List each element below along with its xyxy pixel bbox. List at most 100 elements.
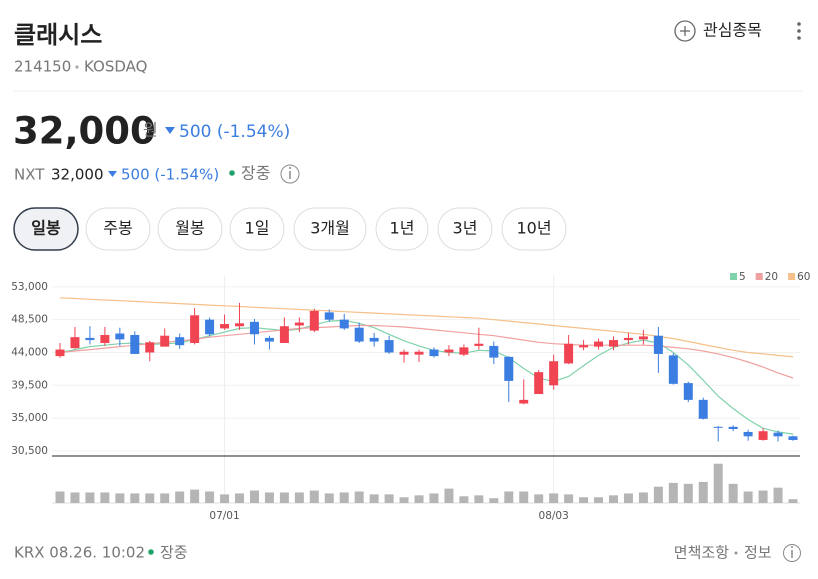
tab-label: 일봉 — [31, 219, 61, 238]
tab-label: 3개월 — [310, 219, 350, 238]
status-dot — [229, 170, 235, 176]
volume-bar — [145, 493, 155, 503]
info-link[interactable]: 정보 — [744, 544, 772, 562]
more-menu[interactable] — [797, 22, 801, 40]
tab-bg — [501, 207, 567, 251]
volume-bar — [623, 493, 633, 503]
volume-bar — [668, 482, 678, 503]
volume-bar — [70, 492, 80, 503]
candle-body — [130, 334, 140, 354]
tab[interactable]: 3개월 — [293, 207, 367, 251]
volume-bar — [459, 496, 469, 503]
volume-bar — [55, 491, 65, 503]
candle-body — [205, 319, 215, 335]
legend-label: 5 — [739, 271, 746, 283]
tab[interactable]: 10년 — [501, 207, 567, 251]
ma-line — [59, 297, 794, 358]
tab[interactable]: 1일 — [229, 207, 285, 251]
candle-body — [354, 327, 364, 342]
volume-bar — [698, 481, 708, 503]
candle-body — [713, 426, 723, 428]
plus-icon — [674, 20, 696, 42]
info-icon[interactable] — [280, 164, 300, 184]
candle-body — [309, 310, 319, 331]
tab[interactable]: 주봉 — [85, 207, 151, 251]
volume-bar — [474, 495, 484, 503]
tab-label: 주봉 — [103, 219, 132, 238]
volume-bar — [713, 463, 723, 503]
volume-bar — [429, 493, 439, 503]
candle-body — [549, 361, 559, 386]
tab-label: 3년 — [453, 219, 478, 238]
legend-label: 20 — [765, 271, 778, 283]
volume-bar — [100, 492, 110, 503]
candle-body — [384, 340, 394, 353]
candle-body — [235, 323, 245, 327]
candle-body — [534, 372, 544, 395]
volume-bar — [220, 494, 230, 503]
footer-source: KRX 08.26. 10:02 — [14, 544, 145, 562]
y-tick-label: 30,500 — [11, 445, 48, 457]
volume-bar — [235, 493, 245, 503]
candle-body — [489, 345, 499, 358]
tab-bg — [13, 207, 79, 251]
disclaimer[interactable]: 면책조항 — [674, 544, 729, 562]
tab-label: 월봉 — [175, 219, 204, 238]
volume-bar — [190, 489, 200, 503]
tab[interactable]: 3년 — [437, 207, 493, 251]
tab-bg — [229, 207, 285, 251]
down-arrow — [108, 171, 117, 177]
candle-body — [444, 349, 454, 353]
volume-bar — [115, 493, 125, 503]
candle-body — [579, 345, 589, 348]
candle-body — [519, 399, 529, 404]
candle-body — [115, 333, 125, 340]
candle-body — [653, 335, 663, 354]
stock-code: 214150 — [14, 58, 71, 76]
tab-label: 1년 — [390, 219, 415, 238]
volume-bar — [175, 491, 185, 503]
separator-dot — [734, 551, 738, 555]
tab-label: 10년 — [516, 219, 551, 238]
volume-bar — [279, 492, 289, 503]
candle-body — [773, 432, 783, 437]
nxt-price: 32,000 — [51, 166, 104, 184]
y-tick-label: 39,500 — [11, 379, 48, 391]
volume-bar — [743, 491, 753, 503]
volume-bar — [579, 497, 589, 503]
y-tick-label: 35,000 — [11, 412, 48, 424]
x-tick-label: 08/03 — [539, 510, 569, 522]
volume-bar — [638, 492, 648, 503]
tab[interactable]: 1년 — [375, 207, 429, 251]
volume-bar — [534, 494, 544, 503]
candle-body — [339, 319, 349, 329]
watch-label: 관심종목 — [703, 21, 762, 40]
volume-bar — [369, 494, 379, 503]
volume-bar — [205, 491, 215, 503]
candle-body — [399, 351, 409, 355]
info-icon[interactable] — [783, 544, 801, 562]
candle-body — [608, 340, 618, 347]
x-tick-label: 07/01 — [209, 510, 239, 522]
volume-bar — [324, 493, 334, 503]
y-tick-label: 44,000 — [11, 346, 48, 358]
legend-swatch — [730, 273, 737, 280]
candle-body — [220, 324, 230, 329]
candle-body — [758, 431, 768, 440]
tab[interactable]: 일봉 — [13, 207, 79, 251]
status-dot — [148, 549, 154, 555]
candle-body — [414, 351, 424, 355]
tab[interactable]: 월봉 — [157, 207, 223, 251]
volume-bar — [594, 497, 604, 503]
volume-bar — [504, 491, 514, 503]
separator-dot — [75, 65, 79, 69]
volume-bar — [773, 487, 783, 503]
volume-bar — [249, 490, 259, 503]
candle-body — [369, 337, 379, 342]
volume-bar — [608, 495, 618, 503]
ma-line — [59, 324, 794, 379]
tab-label: 1일 — [245, 219, 270, 238]
y-tick-label: 53,000 — [11, 281, 48, 293]
price-unit: 원 — [143, 121, 158, 140]
watch-button[interactable]: 관심종목 — [674, 20, 762, 42]
